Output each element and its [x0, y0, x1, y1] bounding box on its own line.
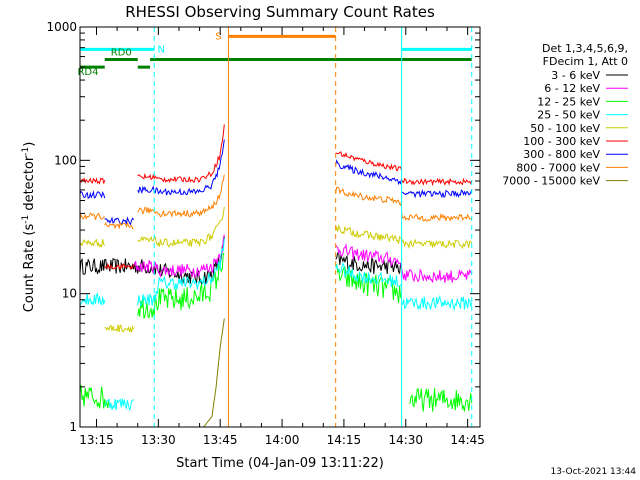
series-6	[79, 124, 473, 271]
series-4-segment-4	[335, 262, 403, 288]
series-8-segment-3	[137, 174, 225, 218]
series-4	[79, 238, 473, 411]
legend-header-line-1: Det 1,3,4,5,6,9,	[542, 42, 628, 55]
legend-entry-2: 6 - 12 keV	[544, 82, 600, 95]
series-3-segment-4	[409, 387, 473, 412]
chart-title: RHESSI Observing Summary Count Rates	[125, 3, 435, 21]
x-tick-label-6: 14:30	[388, 433, 423, 447]
legend: Det 1,3,4,5,6,9, FDecim 1, Att 0 3 - 6 k…	[502, 42, 628, 188]
series-7-segment-5	[401, 188, 473, 199]
y-tick-label-2: 10	[62, 287, 77, 301]
legend-header-line-2: FDecim 1, Att 0	[543, 55, 628, 68]
series-4-segment-3	[137, 238, 225, 307]
y-axis-label: Count Rate (s-1 detector-1)	[21, 142, 37, 313]
x-tick-label-5: 14:15	[327, 433, 362, 447]
series-6-segment-1	[79, 177, 106, 185]
series-5-segment-1	[79, 238, 106, 248]
series-5	[79, 206, 473, 333]
flag-bars: N S RD0 RD4	[77, 31, 472, 78]
series-5-segment-2	[104, 323, 135, 333]
y-tick-label-1: 1	[69, 420, 77, 434]
x-tick-label-3: 13:45	[203, 433, 238, 447]
series-8-segment-5	[401, 212, 472, 222]
legend-entry-5: 50 - 100 keV	[530, 122, 600, 135]
series-7	[79, 139, 473, 226]
flag-label-3: RD0	[111, 48, 132, 59]
series-4-segment-5	[401, 294, 473, 312]
series-7-segment-1	[79, 190, 106, 200]
x-tick-label-4: 14:00	[265, 433, 300, 447]
x-tick-label-1: 13:15	[79, 433, 114, 447]
series-2-segment-3	[401, 268, 473, 283]
x-axis-label: Start Time (04-Jan-09 13:11:22)	[176, 456, 384, 471]
x-tick-label-7: 14:45	[450, 433, 485, 447]
series-7-segment-3	[137, 139, 225, 196]
series-6-segment-2	[104, 262, 135, 271]
legend-entry-1: 3 - 6 keV	[551, 69, 600, 82]
legend-entry-3: 12 - 25 keV	[537, 95, 600, 108]
series-7-segment-4	[335, 158, 403, 186]
series-6-segment-3	[137, 124, 225, 183]
y-tick-label-4: 1000	[46, 20, 77, 34]
legend-entry-8: 800 - 7000 keV	[516, 161, 600, 174]
flag-label-4: RD4	[77, 67, 98, 78]
legend-entry-4: 25 - 50 keV	[537, 109, 600, 122]
flag-label-1: N	[157, 44, 164, 55]
series-3-segment-2	[137, 252, 225, 319]
series-2	[133, 234, 473, 283]
series-2-segment-2	[335, 243, 403, 269]
series-4-segment-2	[104, 398, 135, 411]
series-3-segment-1	[79, 384, 110, 409]
series-lines	[79, 124, 473, 428]
legend-entry-7: 300 - 800 keV	[523, 148, 600, 161]
series-5-segment-4	[335, 223, 402, 244]
series-8	[79, 174, 472, 230]
series-6-segment-5	[401, 177, 473, 187]
series-4-segment-1	[79, 292, 106, 306]
series-9-segment-1	[203, 318, 225, 428]
series-7-segment-2	[104, 216, 135, 226]
x-tick-label-2: 13:30	[141, 433, 176, 447]
series-5-segment-3	[137, 206, 225, 248]
series-8-segment-1	[79, 212, 106, 221]
flag-label-2: S	[215, 31, 221, 42]
series-3	[79, 252, 473, 412]
y-tick-label-3: 100	[54, 153, 77, 167]
legend-entry-9: 7000 - 15000 keV	[502, 175, 600, 188]
plot-frame	[79, 26, 481, 428]
series-6-segment-4	[335, 151, 403, 172]
axis-ticks: 13:15 13:30 13:45 14:00 14:15 14:30 14:45 1 10 10…	[46, 20, 484, 447]
series-2-segment-1	[133, 234, 225, 279]
series-9	[203, 318, 225, 428]
series-5-segment-5	[401, 238, 473, 250]
legend-entry-6: 100 - 300 keV	[523, 135, 600, 148]
series-8-segment-4	[335, 186, 403, 207]
series-8-segment-2	[104, 221, 134, 230]
generated-timestamp: 13-Oct-2021 13:44	[551, 467, 637, 477]
